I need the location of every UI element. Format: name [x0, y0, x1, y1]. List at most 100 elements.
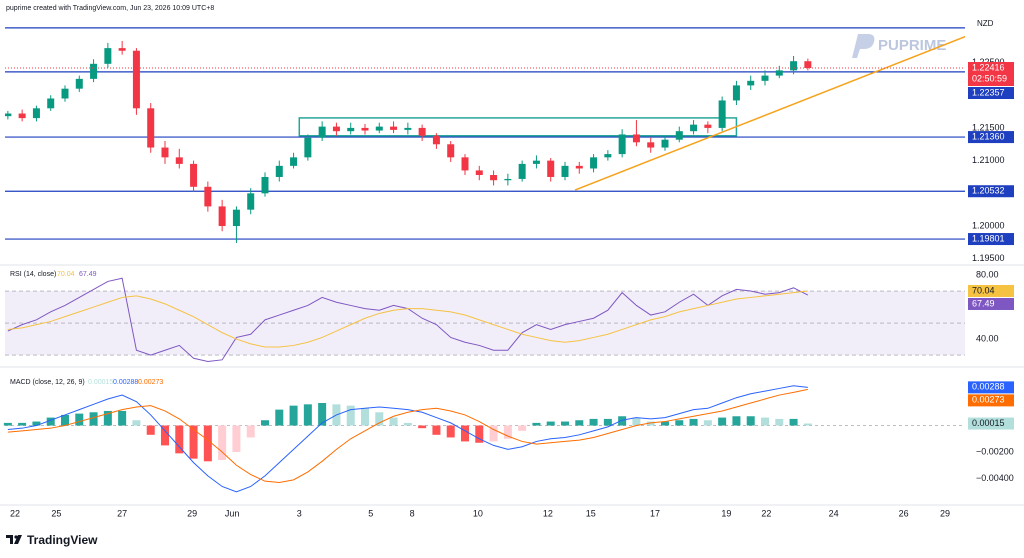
candle-body: [490, 175, 498, 181]
macd-histogram-bar: [61, 414, 69, 426]
candle-body: [618, 134, 626, 155]
macd-histogram-bar: [746, 416, 755, 426]
level-label: 1.19801: [972, 233, 1005, 243]
y-tick-label: 1.22500: [972, 57, 1005, 67]
macd-histogram-bar: [261, 420, 269, 426]
macd-tick-label: −0.00400: [976, 473, 1014, 483]
candle-body: [347, 127, 355, 132]
macd-histogram-bar: [189, 425, 198, 459]
candle-body: [261, 176, 269, 194]
price-label: 1.22416: [972, 62, 1005, 72]
macd-histogram-bar: [318, 403, 327, 426]
rsi-tick-label: 80.00: [976, 269, 999, 279]
candle-body: [90, 63, 98, 79]
macd-histogram-bar: [32, 421, 41, 426]
candle-body: [147, 108, 155, 148]
rsi-value-box: [968, 297, 1014, 310]
macd-histogram-bar: [518, 425, 527, 431]
macd-histogram-bar: [718, 417, 727, 426]
rsi-line: [7, 290, 808, 348]
level-label-box: [968, 233, 1014, 246]
macd-histogram-bar: [461, 425, 469, 442]
macd-line: [7, 388, 808, 484]
candle-body: [747, 80, 755, 86]
candle-body: [647, 142, 655, 148]
rsi-legend-value: 70.04: [57, 271, 75, 278]
candle-body: [190, 163, 198, 187]
candle-body: [732, 85, 740, 101]
macd-histogram-bar: [661, 421, 669, 426]
candle-body: [561, 165, 569, 177]
macd-histogram-bar: [246, 425, 255, 438]
footer: TradingView: [27, 533, 98, 547]
candle-body: [290, 157, 298, 166]
macd-histogram-bar: [375, 412, 384, 426]
macd-histogram-bar: [618, 416, 627, 426]
header: puprime created with TradingView.com, Ju…: [6, 5, 214, 12]
countdown: 02:50:59: [972, 73, 1007, 83]
candle-body: [632, 134, 640, 143]
x-tick-label: 22: [10, 508, 20, 518]
rsi-value-label: 70.04: [972, 285, 995, 295]
macd-histogram-bar: [475, 425, 484, 443]
macd-histogram-bar: [346, 405, 355, 426]
macd-value-label: 0.00015: [972, 418, 1005, 428]
macd-histogram-bar: [575, 420, 584, 426]
footer-logo: TradingView: [6, 533, 98, 547]
x-tick-label: 19: [721, 508, 731, 518]
candle-body: [447, 144, 455, 158]
candle-body: [604, 154, 612, 158]
macd-histogram-bar: [303, 404, 312, 426]
candle-body: [75, 78, 83, 89]
macd-histogram-bar: [446, 425, 455, 438]
macd-histogram-bar: [761, 417, 769, 426]
macd-histogram-bar: [232, 425, 241, 453]
candle-body: [547, 160, 555, 177]
level-label: 1.20532: [972, 186, 1005, 196]
macd-histogram-bar: [546, 421, 555, 426]
candle-body: [204, 186, 212, 207]
macd-histogram-bar: [532, 422, 541, 426]
x-tick-label: 10: [473, 508, 483, 518]
macd-histogram-bar: [803, 423, 812, 426]
candle-body: [104, 48, 112, 64]
macd-histogram-bar: [775, 418, 784, 426]
price-pane: [5, 27, 965, 244]
x-tick-label: 29: [940, 508, 950, 518]
candle-body: [232, 209, 240, 227]
x-tick-label: 29: [187, 508, 197, 518]
macd-histogram-bar: [789, 418, 798, 426]
x-tick-label: 12: [543, 508, 553, 518]
level-label-box: [968, 185, 1014, 198]
macd-histogram-bar: [503, 425, 512, 439]
candle-body: [375, 126, 383, 131]
macd-value-label: 0.00273: [972, 395, 1005, 405]
macd-title: MACD (close, 12, 26, 9): [10, 379, 85, 386]
candle-body: [518, 163, 526, 179]
x-tick-label: 17: [650, 508, 660, 518]
macd-histogram-bar: [161, 425, 169, 446]
rsi-title: RSI (14, close): [10, 271, 56, 278]
macd-histogram-bar: [403, 422, 412, 426]
candle-body: [247, 193, 255, 210]
macd-value-box: [968, 394, 1014, 407]
macd-histogram-bar: [432, 425, 441, 435]
x-tick-label: 8: [410, 508, 415, 518]
candle-body: [704, 124, 712, 128]
macd-tick-label: −0.00200: [976, 446, 1014, 456]
macd-histogram-bar: [561, 421, 569, 426]
candle-body: [47, 98, 55, 109]
macd-histogram-bar: [732, 416, 741, 426]
macd-histogram-bar: [175, 425, 184, 454]
macd-histogram-bar: [89, 412, 98, 426]
price-label-box: [968, 62, 1014, 87]
y-tick-label: 1.20000: [972, 220, 1005, 230]
candle-body: [775, 70, 783, 76]
x-tick-label: 3: [297, 508, 302, 518]
x-tick-label: 25: [51, 508, 61, 518]
candle-body: [575, 165, 583, 169]
x-tick-label: Jun: [225, 508, 240, 518]
x-tick-label: 27: [117, 508, 127, 518]
level-label: 1.21360: [972, 131, 1005, 141]
